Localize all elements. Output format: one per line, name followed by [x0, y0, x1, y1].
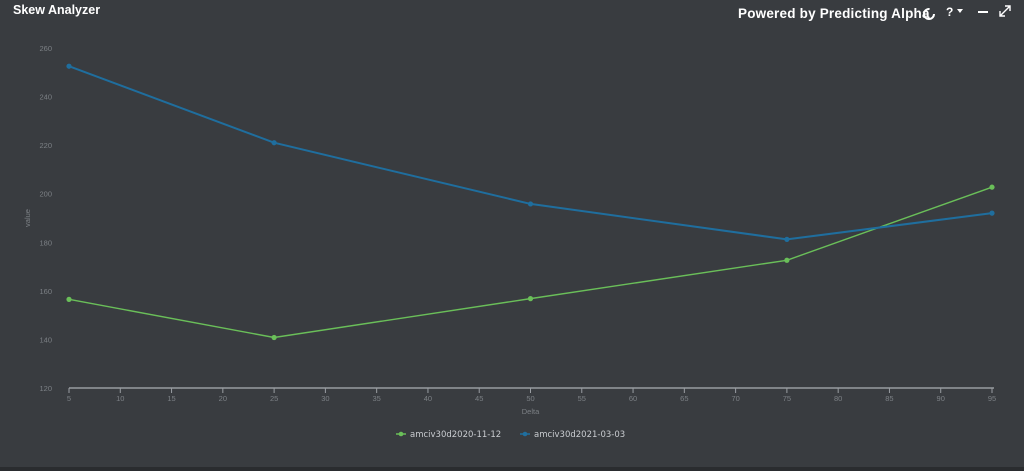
legend-item-2[interactable]: amciv30d2021-03-03	[520, 430, 625, 440]
x-tick-label: 5	[67, 394, 71, 403]
y-tick-label: 160	[39, 287, 52, 296]
y-axis-title: value	[23, 209, 32, 227]
legend-marker	[522, 431, 528, 437]
y-tick-label: 120	[39, 384, 52, 393]
expand-icon[interactable]	[999, 5, 1011, 17]
x-tick-label: 65	[680, 394, 688, 403]
y-tick-label: 200	[39, 190, 52, 199]
legend-item-1[interactable]: amciv30d2020-11-12	[396, 430, 501, 440]
data-point[interactable]	[989, 184, 995, 190]
y-tick-label: 220	[39, 141, 52, 150]
chevron-down-icon[interactable]	[957, 9, 963, 13]
data-point[interactable]	[66, 63, 72, 69]
x-tick-label: 45	[475, 394, 483, 403]
logo-ring-icon[interactable]	[922, 7, 936, 21]
x-tick-label: 30	[321, 394, 329, 403]
data-point[interactable]	[527, 296, 534, 302]
chart-axes: 5 10 15 20 25 30 35 40 45 50 55 60 65 70 75 80 85 90 95 120…	[39, 44, 996, 403]
y-tick-label: 260	[39, 44, 52, 53]
data-point[interactable]	[527, 201, 534, 207]
x-tick-label: 90	[937, 394, 945, 403]
x-tick-label: 10	[116, 394, 124, 403]
x-tick-label: 60	[629, 394, 637, 403]
data-point[interactable]	[66, 296, 72, 302]
x-tick-label: 20	[219, 394, 227, 403]
x-tick-label: 55	[578, 394, 586, 403]
x-axis-title: Delta	[522, 407, 540, 416]
help-icon[interactable]: ?	[946, 5, 954, 19]
series-line-1	[68, 186, 993, 339]
data-point[interactable]	[271, 334, 277, 341]
chart-legend[interactable]: amciv30d2020-11-12 amciv30d2021-03-03	[396, 430, 625, 440]
x-tick-label: 75	[783, 394, 791, 403]
legend-marker	[398, 431, 404, 437]
x-tick-label: 25	[270, 394, 278, 403]
data-point[interactable]	[989, 210, 995, 216]
x-tick-label: 50	[526, 394, 534, 403]
x-tick-label: 95	[988, 394, 996, 403]
data-point[interactable]	[784, 257, 790, 263]
x-tick-label: 40	[424, 394, 432, 403]
legend-label: amciv30d2021-03-03	[534, 430, 625, 440]
y-tick-label: 180	[39, 238, 52, 247]
x-tick-label: 15	[167, 394, 175, 403]
panel-title: Skew Analyzer	[13, 3, 101, 17]
x-tick-label: 35	[372, 394, 380, 403]
data-point[interactable]	[271, 140, 277, 146]
x-tick-label: 70	[731, 394, 739, 403]
panel-bottom-border	[0, 467, 1024, 471]
series-line-2	[68, 65, 993, 241]
y-tick-label: 140	[39, 335, 52, 344]
data-point[interactable]	[784, 236, 790, 242]
powered-by-text[interactable]: Powered by Predicting Alpha	[738, 6, 930, 21]
x-tick-label: 85	[885, 394, 893, 403]
minimize-icon[interactable]	[978, 11, 988, 13]
x-tick-label: 80	[834, 394, 842, 403]
y-tick-label: 240	[39, 93, 52, 102]
chart-series	[66, 63, 995, 341]
legend-label: amciv30d2020-11-12	[410, 430, 501, 440]
